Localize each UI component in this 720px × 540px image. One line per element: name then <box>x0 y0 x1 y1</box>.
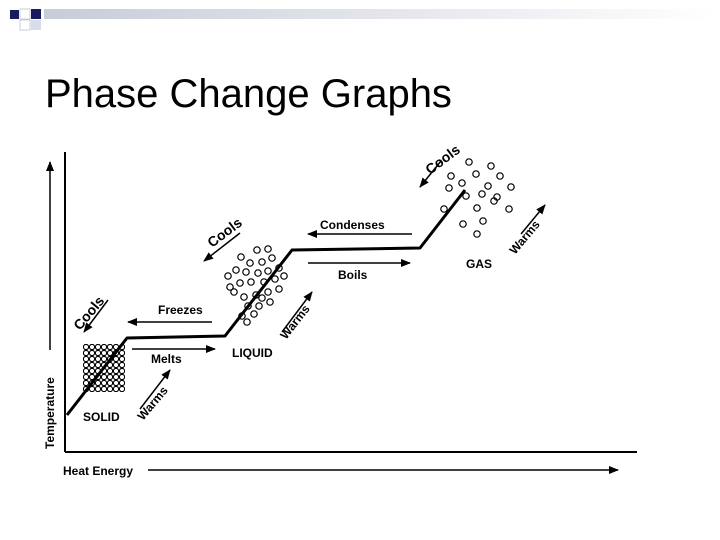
deco-square <box>19 8 31 20</box>
x-axis-label-group: Heat Energy <box>63 464 619 478</box>
deco-square <box>31 20 41 30</box>
deco-square <box>10 10 19 19</box>
solid-label: SOLID <box>83 410 120 424</box>
melts-label: Melts <box>151 352 182 366</box>
cools-arrow-liquid <box>203 232 241 262</box>
cools-arrow-solid <box>83 299 109 333</box>
warms-label-liquid: Warms <box>277 302 313 342</box>
cools-arrow-gas <box>419 160 442 188</box>
liquid-particles <box>224 245 288 326</box>
warms-label-gas: Warms <box>507 217 543 257</box>
deco-square <box>31 9 41 19</box>
deco-square <box>19 19 31 31</box>
warms-arrow-solid <box>139 369 171 410</box>
freezes-label: Freezes <box>158 303 203 317</box>
liquid-label: LIQUID <box>232 346 273 360</box>
gas-label: GAS <box>466 257 492 271</box>
warms-arrow-gas <box>520 204 546 235</box>
header-decoration <box>10 8 720 31</box>
y-axis-label: Temperature <box>43 377 57 449</box>
warms-label-solid: Warms <box>135 383 171 423</box>
header-band <box>44 9 720 19</box>
warms-arrow-liquid <box>281 291 313 333</box>
condenses-label: Condenses <box>320 218 385 232</box>
heating-curve <box>65 189 467 416</box>
page-title: Phase Change Graphs <box>45 72 452 116</box>
gas-particles <box>440 158 515 238</box>
cools-label-gas: Cools <box>422 141 463 177</box>
boils-label: Boils <box>338 268 368 282</box>
x-axis-label: Heat Energy <box>63 464 133 478</box>
solid-particles <box>83 344 125 392</box>
y-axis-label-group: Temperature <box>43 161 57 449</box>
